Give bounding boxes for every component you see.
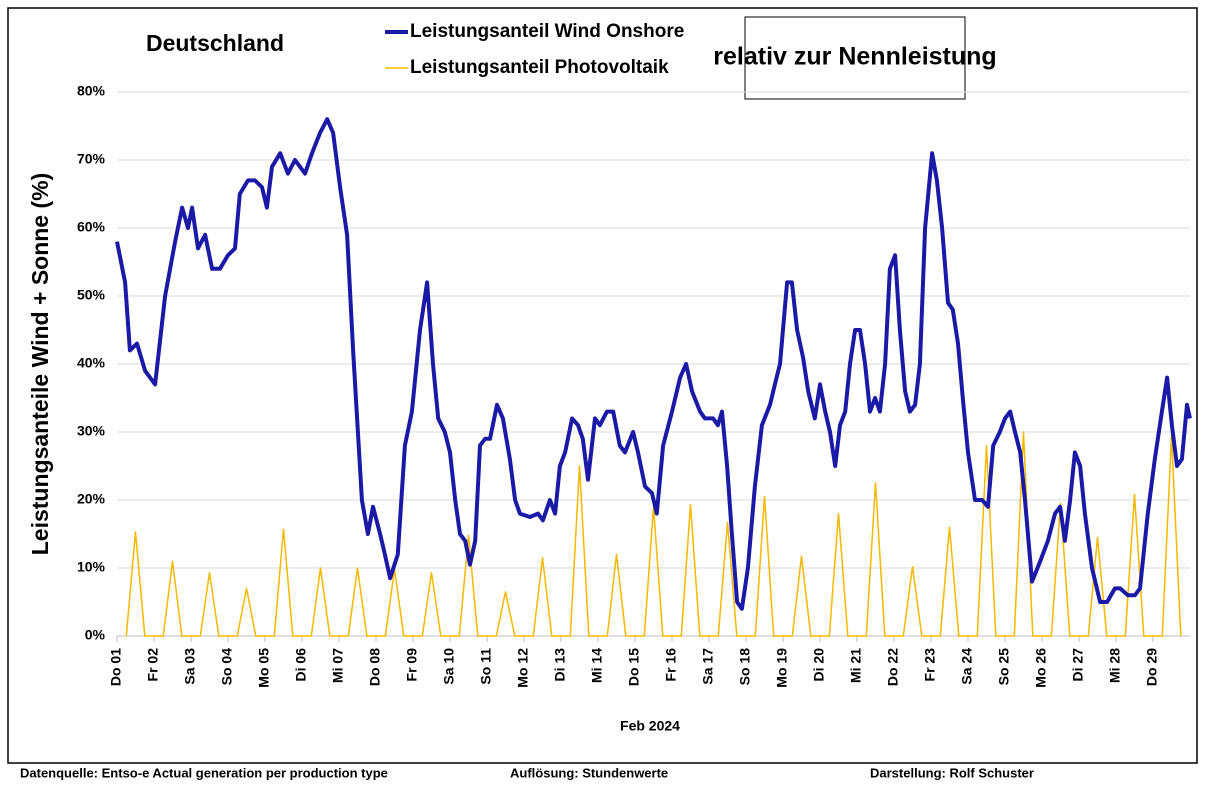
legend-label: Leistungsanteil Photovoltaik <box>410 57 669 78</box>
x-tick-label: Fr 02 <box>145 648 161 682</box>
x-tick-label: Di 13 <box>552 648 568 682</box>
y-tick-label: 40% <box>77 355 106 371</box>
chart-frame <box>7 7 1198 764</box>
footer-resolution: Auflösung: Stundenwerte <box>510 765 668 780</box>
x-tick-label: So 04 <box>219 648 235 686</box>
x-tick-label: Do 29 <box>1144 648 1160 686</box>
annotation: relativ zur Nennleistung <box>713 43 996 71</box>
x-tick-label: So 11 <box>478 648 494 685</box>
footer-author: Darstellung: Rolf Schuster <box>870 765 1034 780</box>
x-tick-label: So 25 <box>996 648 1012 686</box>
x-tick-label: Mo 12 <box>515 648 531 688</box>
x-tick-label: Mi 07 <box>330 648 346 683</box>
x-tick-label: Sa 03 <box>182 648 198 685</box>
x-tick-label: Mo 05 <box>256 648 272 688</box>
x-tick-label: Do 01 <box>108 648 124 686</box>
y-axis-label: Leistungsanteile Wind + Sonne (%) <box>27 173 53 556</box>
x-tick-label: Fr 23 <box>922 648 938 682</box>
x-tick-label: Di 27 <box>1070 648 1086 682</box>
y-tick-label: 0% <box>85 627 106 643</box>
annotation-box <box>744 16 966 100</box>
y-tick-label: 50% <box>77 287 106 303</box>
x-tick-label: Sa 24 <box>959 648 975 685</box>
x-axis-label: Feb 2024 <box>620 718 680 734</box>
series-line <box>115 117 1192 611</box>
x-tick-label: Do 15 <box>626 648 642 686</box>
y-tick-label: 10% <box>77 559 106 575</box>
x-tick-label: Mo 26 <box>1033 648 1049 688</box>
y-tick-label: 80% <box>77 83 106 99</box>
y-tick-label: 60% <box>77 219 106 235</box>
legend-label: Leistungsanteil Wind Onshore <box>410 21 684 42</box>
x-tick-label: Sa 10 <box>441 648 457 685</box>
x-tick-label: Mo 19 <box>774 648 790 688</box>
chart-title: Deutschland <box>146 30 284 56</box>
y-tick-label: 30% <box>77 423 106 439</box>
x-tick-label: Fr 09 <box>404 648 420 682</box>
x-tick-label: Sa 17 <box>700 648 716 685</box>
x-tick-label: Di 06 <box>293 648 309 682</box>
x-tick-label: Mi 21 <box>848 648 864 683</box>
y-tick-label: 70% <box>77 151 106 167</box>
x-tick-label: Di 20 <box>811 648 827 682</box>
footer-source: Datenquelle: Entso-e Actual generation p… <box>20 765 388 780</box>
x-tick-label: Mi 14 <box>589 648 605 683</box>
y-tick-label: 20% <box>77 491 106 507</box>
x-tick-label: Fr 16 <box>663 648 679 682</box>
x-tick-label: Mi 28 <box>1107 648 1123 683</box>
x-tick-label: Do 08 <box>367 648 383 686</box>
x-tick-label: So 18 <box>737 648 753 686</box>
x-tick-label: Do 22 <box>885 648 901 686</box>
